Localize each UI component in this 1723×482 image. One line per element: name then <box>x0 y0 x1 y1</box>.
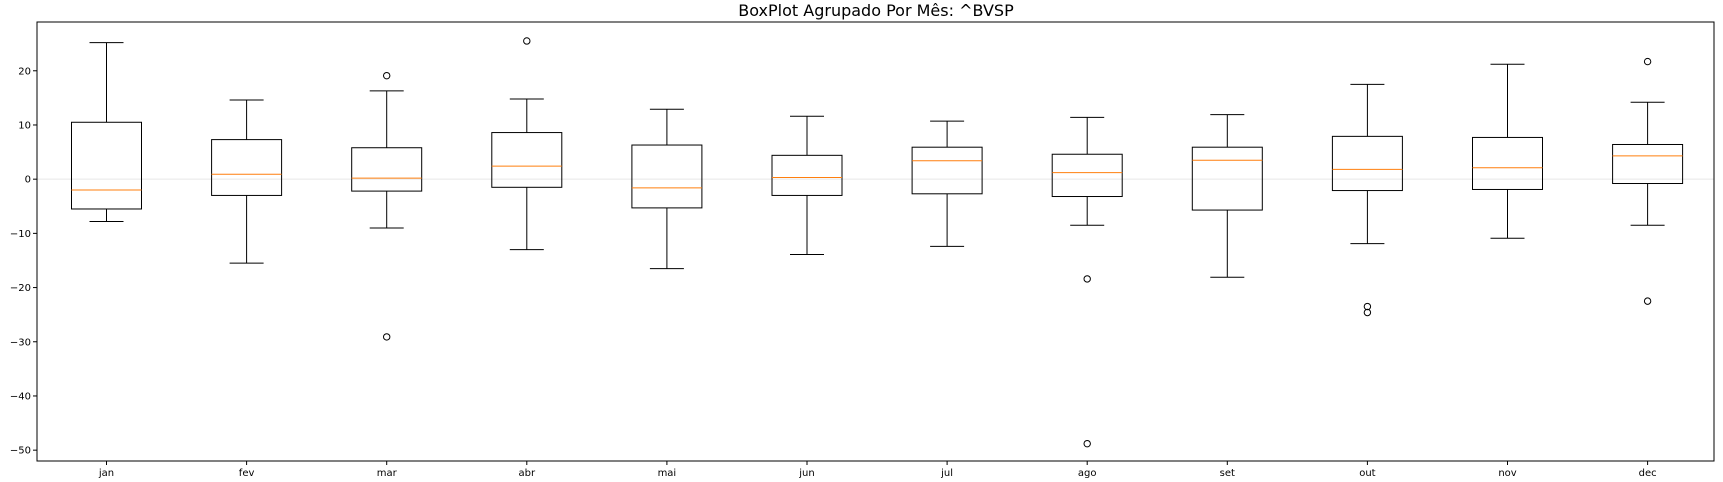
outlier-point <box>1083 275 1091 283</box>
box-group-out <box>1331 83 1403 317</box>
box-iqr <box>211 139 283 196</box>
box-iqr <box>1472 136 1543 190</box>
x-tick-label: jul <box>940 468 953 479</box>
box-group-jun <box>771 115 843 256</box>
box-group-abr <box>491 37 563 251</box>
chart-title: BoxPlot Agrupado Por Mês: ^BVSP <box>738 1 1014 20</box>
y-tick-label: 0 <box>25 175 31 186</box>
box-iqr <box>491 132 563 188</box>
box-iqr <box>1191 146 1263 211</box>
y-tick-label: −20 <box>10 283 31 294</box>
x-tick-label: abr <box>519 468 536 479</box>
outlier-point <box>1363 308 1372 317</box>
box-group-nov <box>1472 63 1543 239</box>
box-iqr <box>351 147 423 192</box>
x-tick-label: fev <box>239 468 255 479</box>
box-iqr <box>911 146 983 195</box>
box-group-mar <box>351 71 423 341</box>
y-tick-label: −10 <box>10 229 31 240</box>
outlier-point <box>1643 297 1652 305</box>
box-iqr <box>631 144 703 209</box>
box-group-jan <box>71 42 142 222</box>
axes-layer: 20 10 0 −10 −20 −30 −40 −50 jan fev mar abr mai jun ju… <box>10 21 1715 479</box>
box-iqr <box>1051 153 1123 198</box>
box-group-fev <box>211 99 283 264</box>
x-tick-label: out <box>1359 468 1375 479</box>
y-tick-label: −50 <box>10 446 31 457</box>
x-tick-label: mar <box>377 468 398 479</box>
x-tick-label: mai <box>658 468 677 479</box>
outlier-point <box>1643 57 1652 66</box>
box-iqr <box>1612 143 1684 185</box>
x-tick-label: set <box>1220 468 1235 479</box>
x-tick-label: jan <box>98 468 114 479</box>
y-tick-label: −40 <box>10 391 31 402</box>
plot-frame <box>36 21 1715 462</box>
y-tick-label: 20 <box>18 66 31 77</box>
x-tick-label: ago <box>1078 468 1097 479</box>
box-iqr <box>771 154 843 196</box>
x-tick-label: dec <box>1639 468 1657 479</box>
y-tick-label: 10 <box>18 120 31 131</box>
box-group-dec <box>1612 57 1684 305</box>
outlier-point <box>523 37 531 45</box>
outlier-point <box>383 333 391 341</box>
outlier-point <box>383 71 391 80</box>
box-group-mai <box>631 108 703 270</box>
box-group-set <box>1191 114 1263 278</box>
box-iqr <box>1331 135 1403 192</box>
x-tick-label: jun <box>798 468 814 479</box>
box-group-ago <box>1051 116 1123 448</box>
x-tick-label: nov <box>1498 468 1516 479</box>
box-iqr <box>71 121 142 210</box>
boxes-layer <box>71 37 1684 448</box>
outlier-point <box>1083 439 1091 448</box>
y-tick-label: −30 <box>10 337 31 348</box>
outlier-point <box>1363 302 1372 311</box>
box-group-jul <box>911 120 983 247</box>
